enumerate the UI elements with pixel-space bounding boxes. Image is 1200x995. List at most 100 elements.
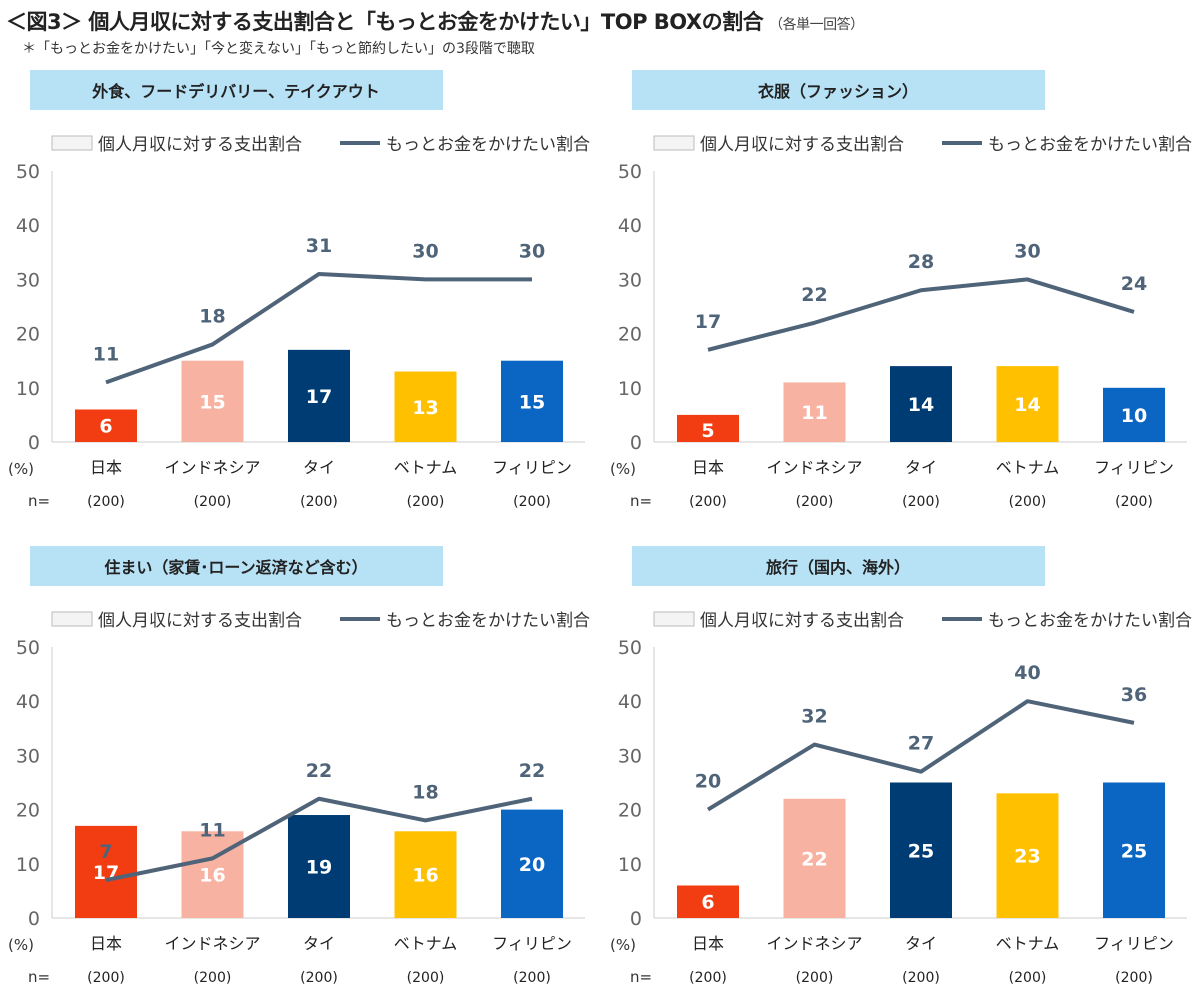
bar [394, 831, 457, 918]
y-tick-label: 10 [16, 378, 40, 400]
x-tick-label: タイ [905, 934, 937, 953]
n-value: (200) [194, 494, 232, 510]
line-value-label: 40 [1014, 662, 1040, 684]
n-value: (200) [1115, 970, 1153, 986]
line-value-label: 18 [412, 781, 438, 803]
unit-label: (%) [8, 460, 34, 478]
x-tick-label: 日本 [90, 934, 122, 953]
line-value-label: 28 [908, 251, 934, 273]
bar [181, 360, 244, 442]
x-tick-label: ベトナム [996, 934, 1060, 953]
line-value-label: 20 [695, 771, 721, 793]
n-label: n= [28, 492, 50, 510]
x-tick-label: インドネシア [766, 458, 862, 477]
y-tick-label: 30 [16, 745, 40, 767]
bar [677, 414, 739, 442]
bar [677, 885, 739, 918]
legend-line-label: もっとお金をかけたい割合 [386, 611, 590, 631]
chart-title: 住まい（家賃･ローン返済など含む） [104, 558, 367, 577]
x-tick-label: タイ [303, 934, 335, 953]
y-tick-label: 50 [618, 161, 642, 183]
figure-title: ＜図3＞ 個人月収に対する支出割合と「もっとお金をかけたい」TOP BOXの割合… [6, 6, 864, 36]
bar-value-label: 25 [1121, 840, 1147, 862]
chart-panel-housing: 住まい（家賃･ローン返済など含む） 個人月収に対する支出割合 もっとお金をかけたい割… [0, 541, 600, 991]
line-value-label: 22 [519, 760, 545, 782]
x-tick-label: フィリピン [492, 934, 572, 953]
legend-line-label: もっとお金をかけたい割合 [988, 611, 1192, 631]
n-value: (200) [1009, 494, 1047, 510]
n-value: (200) [407, 970, 445, 986]
chart-header-bg [632, 70, 1045, 110]
y-tick-label: 0 [28, 432, 40, 454]
legend-bar-label: 個人月収に対する支出割合 [700, 611, 904, 631]
chart-title: 外食、フードデリバリー、テイクアウト [91, 82, 380, 101]
bar [1103, 782, 1165, 918]
n-value: (200) [87, 494, 125, 510]
n-value: (200) [513, 494, 551, 510]
y-tick-label: 0 [630, 908, 642, 930]
x-tick-label: 日本 [692, 458, 724, 477]
line-value-label: 32 [801, 706, 827, 728]
legend-bar-label: 個人月収に対する支出割合 [98, 135, 302, 155]
bar [996, 366, 1059, 442]
line-value-label: 24 [1121, 273, 1147, 295]
x-tick-label: インドネシア [164, 934, 260, 953]
bar-value-label: 16 [199, 865, 225, 887]
n-value: (200) [87, 970, 125, 986]
y-tick-label: 0 [630, 432, 642, 454]
title-text: ＜図3＞ 個人月収に対する支出割合と「もっとお金をかけたい」TOP BOXの割合 [6, 10, 764, 34]
bar-value-label: 17 [306, 386, 332, 408]
bar [890, 782, 952, 918]
bar [890, 366, 952, 442]
n-value: (200) [689, 970, 727, 986]
legend-bar-swatch [653, 135, 695, 151]
legend-line-label: もっとお金をかけたい割合 [386, 135, 590, 155]
bar [1103, 387, 1165, 442]
bar [288, 815, 350, 918]
line-value-label: 36 [1121, 684, 1147, 706]
bar-value-label: 25 [908, 840, 934, 862]
chart-panel-food: 外食、フードデリバリー、テイクアウト個人月収に対する支出割合 もっとお金をかけたい… [0, 65, 600, 515]
x-tick-label: 日本 [692, 934, 724, 953]
line-value-label: 30 [1014, 240, 1040, 262]
y-tick-label: 10 [618, 378, 642, 400]
bar-value-label: 14 [1014, 394, 1040, 416]
chart-panel-travel: 旅行（国内、海外） 個人月収に対する支出割合 もっとお金をかけたい割合 0 10 20 30… [602, 541, 1200, 991]
line-value-label: 30 [412, 240, 438, 262]
bar-value-label: 22 [801, 848, 827, 870]
chart-header-bg [632, 546, 1045, 586]
y-tick-label: 20 [618, 800, 642, 822]
n-label: n= [630, 492, 652, 510]
legend-bar-label: 個人月収に対する支出割合 [98, 611, 302, 631]
bar [783, 798, 846, 918]
line-value-label: 22 [801, 284, 827, 306]
y-tick-label: 30 [618, 269, 642, 291]
chart-header-bg [30, 70, 443, 110]
n-value: (200) [513, 970, 551, 986]
n-value: (200) [194, 970, 232, 986]
legend-bar-swatch [653, 611, 695, 627]
x-tick-label: ベトナム [394, 458, 458, 477]
bar-value-label: 11 [801, 402, 827, 424]
y-tick-label: 40 [16, 691, 40, 713]
chart-svg: 衣服（ファッション） 個人月収に対する支出割合 もっとお金をかけたい割合 0 10 20 3… [610, 70, 1192, 510]
bar-value-label: 23 [1014, 846, 1040, 868]
bar-value-label: 15 [519, 391, 545, 413]
n-value: (200) [407, 494, 445, 510]
line-value-label: 17 [695, 311, 721, 333]
bar [501, 360, 563, 442]
line-value-label: 11 [199, 819, 225, 841]
x-tick-label: ベトナム [394, 934, 458, 953]
chart-title: 衣服（ファッション） [758, 82, 918, 101]
bar [783, 382, 846, 442]
unit-label: (%) [8, 936, 34, 954]
x-tick-label: フィリピン [1094, 458, 1174, 477]
n-value: (200) [796, 494, 834, 510]
line-value-label: 30 [519, 240, 545, 262]
n-label: n= [630, 968, 652, 986]
y-tick-label: 40 [16, 215, 40, 237]
line-value-label: 18 [199, 305, 225, 327]
line-value-label: 7 [99, 841, 112, 863]
bar-value-label: 6 [99, 416, 112, 438]
